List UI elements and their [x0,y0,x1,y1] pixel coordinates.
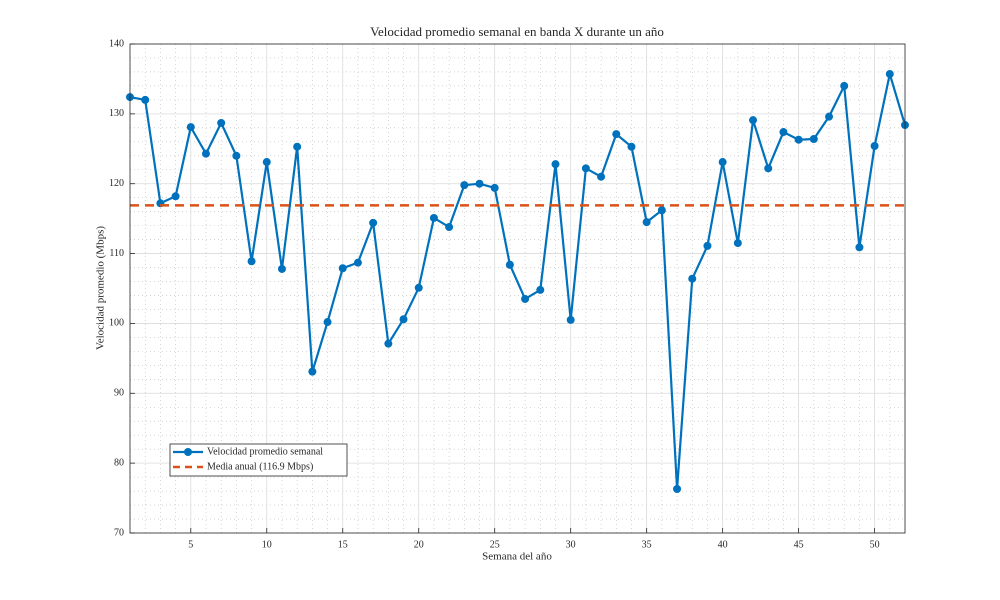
y-tick-label: 120 [109,178,124,189]
marker [445,223,454,232]
marker [809,135,818,144]
chart-title: Velocidad promedio semanal en banda X du… [370,24,664,39]
marker [247,257,256,266]
marker [475,179,484,188]
x-tick-label: 30 [566,539,576,550]
plot [126,70,909,493]
marker [186,123,195,132]
marker [490,183,499,192]
marker [536,285,545,294]
x-tick-label: 20 [414,539,424,550]
x-tick-label: 15 [338,539,348,550]
marker [749,116,758,125]
x-tick-label: 45 [794,539,804,550]
marker [657,206,666,215]
marker [262,158,271,167]
y-tick-label: 140 [109,38,124,49]
marker [581,164,590,173]
marker [673,484,682,493]
marker [141,95,150,104]
marker [779,128,788,137]
marker [612,130,621,139]
marker [688,274,697,283]
x-tick-label: 50 [870,539,880,550]
marker [429,213,438,222]
marker [399,315,408,324]
y-tick-label: 110 [109,248,124,259]
marker [551,160,560,169]
marker [764,164,773,173]
marker [384,339,393,348]
marker [338,264,347,273]
marker [703,241,712,250]
marker [293,142,302,151]
marker [414,283,423,292]
marker [323,318,332,327]
marker [855,243,864,252]
marker [171,192,180,201]
marker [460,181,469,190]
y-tick-label: 130 [109,108,124,119]
legend: Velocidad promedio semanal Media anual (1… [169,443,348,477]
x-tick-label: 25 [490,539,500,550]
x-tick-label: 40 [718,539,728,550]
legend-box [169,443,348,477]
legend-label: Media anual (116.9 Mbps) [207,461,313,472]
y-axis-label: Velocidad promedio (Mbps) [95,226,107,350]
legend-label: Velocidad promedio semanal [207,446,323,457]
x-tick-label: 5 [188,539,193,550]
y-tick-label: 90 [114,388,124,399]
marker [794,135,803,144]
x-tick-label: 10 [262,539,272,550]
marker [825,112,834,121]
marker [642,218,651,227]
marker [232,151,241,160]
marker [353,258,362,267]
marker [885,70,894,79]
marker [521,294,530,303]
x-axis-label: Semana del año [482,551,552,563]
y-tick-label: 80 [114,457,124,468]
y-tick-label: 70 [114,527,124,538]
legend-marker [184,448,192,456]
marker [840,81,849,90]
axes-box [129,43,906,534]
marker [870,141,879,150]
marker [369,218,378,227]
marker [566,315,575,324]
marker [627,142,636,151]
marker [308,367,317,376]
marker [201,149,210,158]
x-tick-label: 35 [642,539,652,550]
series-line [129,73,907,490]
marker [505,260,514,269]
marker [277,264,286,273]
marker [597,172,606,181]
y-tick-label: 100 [109,318,124,329]
marker [718,158,727,167]
marker [733,239,742,248]
marker [217,118,226,127]
